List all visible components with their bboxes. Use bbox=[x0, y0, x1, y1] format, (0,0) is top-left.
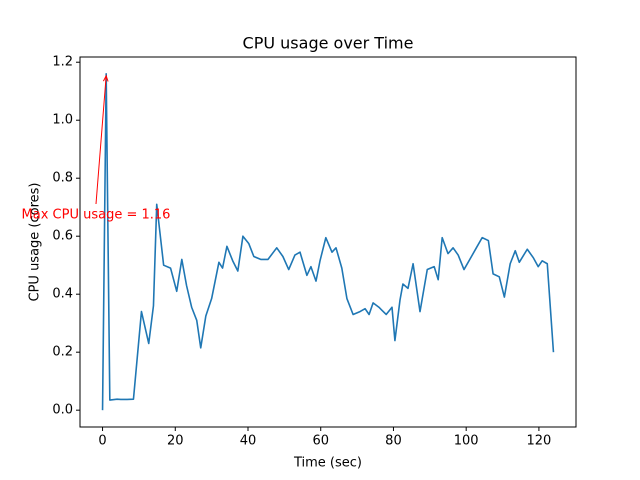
x-tick-label: 40 bbox=[240, 434, 257, 449]
y-axis-label: CPU usage (cores) bbox=[28, 183, 43, 302]
x-tick-label: 100 bbox=[454, 434, 479, 449]
x-tick-label: 120 bbox=[526, 434, 551, 449]
x-tick-label: 0 bbox=[98, 434, 106, 449]
y-tick-label: 0.2 bbox=[52, 345, 73, 360]
x-axis-label: Time (sec) bbox=[293, 456, 362, 471]
y-tick-label: 1.0 bbox=[52, 113, 73, 128]
data-line bbox=[101, 73, 555, 411]
y-tick-label: 0.6 bbox=[52, 229, 73, 244]
annotation-arrow bbox=[95, 75, 107, 205]
x-tick-label: 20 bbox=[167, 434, 184, 449]
plot-frame bbox=[79, 56, 577, 428]
y-tick-label: 0.0 bbox=[52, 403, 73, 418]
annotation-text: Max CPU usage = 1.16 bbox=[22, 208, 171, 223]
y-tick-label: 1.2 bbox=[52, 55, 73, 70]
y-tick-label: 0.8 bbox=[52, 171, 73, 186]
annotation-arrowhead bbox=[102, 74, 109, 82]
x-tick-label: 80 bbox=[385, 434, 402, 449]
chart-title: CPU usage over Time bbox=[243, 34, 414, 53]
x-tick-label: 60 bbox=[312, 434, 329, 449]
y-tick-label: 0.4 bbox=[52, 287, 73, 302]
